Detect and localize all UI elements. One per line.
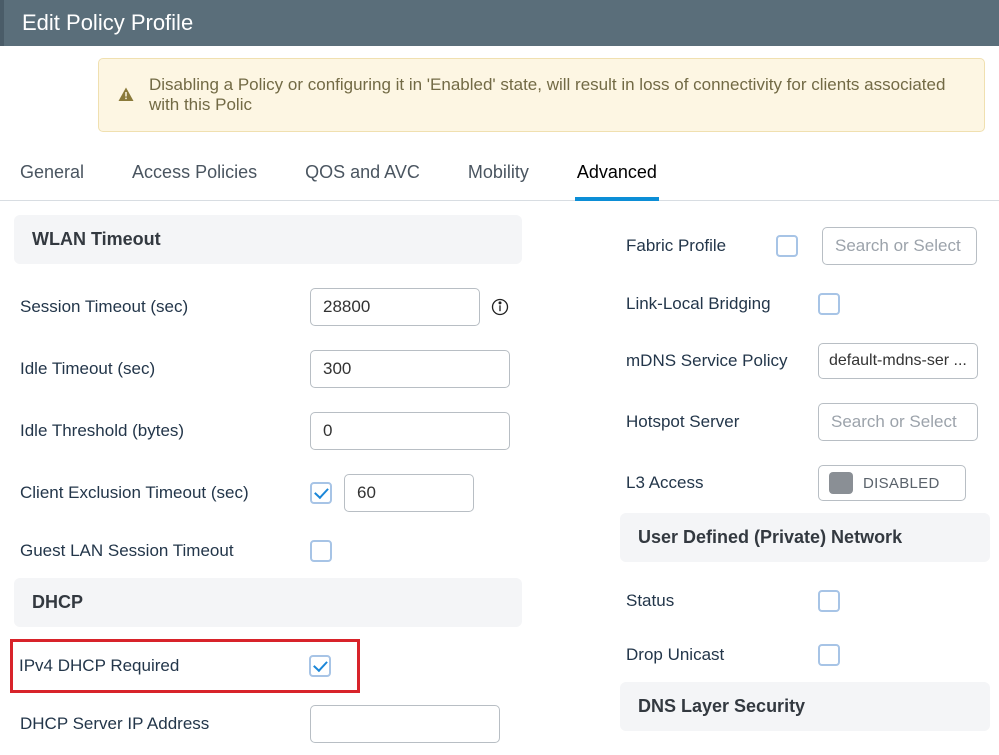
label-idle-threshold: Idle Threshold (bytes) [20, 421, 310, 441]
row-l3-access: L3 Access DISABLED [620, 453, 999, 513]
right-column: Fabric Profile Link-Local Bridging mDNS … [530, 215, 999, 755]
input-session-timeout[interactable] [310, 288, 480, 326]
label-drop-unicast: Drop Unicast [626, 645, 818, 665]
row-idle-timeout: Idle Timeout (sec) [14, 338, 516, 400]
select-fabric-profile[interactable] [822, 227, 977, 265]
row-session-timeout: Session Timeout (sec) [14, 276, 516, 338]
toggle-l3-access[interactable]: DISABLED [818, 465, 966, 501]
titlebar: Edit Policy Profile [0, 0, 999, 46]
select-hotspot[interactable] [818, 403, 978, 441]
warning-banner: Disabling a Policy or configuring it in … [98, 58, 985, 132]
input-idle-timeout[interactable] [310, 350, 510, 388]
checkbox-drop-unicast[interactable] [818, 644, 840, 666]
tab-mobility[interactable]: Mobility [466, 152, 531, 201]
select-mdns[interactable]: default-mdns-ser ... [818, 343, 978, 379]
section-dhcp: DHCP [14, 578, 522, 627]
row-drop-unicast: Drop Unicast [620, 628, 999, 682]
checkbox-ipv4-dhcp[interactable] [309, 655, 331, 677]
row-guest-lan: Guest LAN Session Timeout [14, 524, 516, 578]
toggle-l3-text: DISABLED [863, 475, 940, 492]
row-dhcp-server-ip: DHCP Server IP Address [14, 693, 516, 755]
checkbox-client-exclusion[interactable] [310, 482, 332, 504]
checkbox-fabric-profile[interactable] [776, 235, 798, 257]
highlight-ipv4-dhcp: IPv4 DHCP Required [10, 639, 360, 693]
label-client-exclusion: Client Exclusion Timeout (sec) [20, 483, 310, 503]
row-idle-threshold: Idle Threshold (bytes) [14, 400, 516, 462]
checkbox-udn-status[interactable] [818, 590, 840, 612]
page-title: Edit Policy Profile [22, 10, 193, 35]
warning-text: Disabling a Policy or configuring it in … [149, 75, 966, 115]
input-idle-threshold[interactable] [310, 412, 510, 450]
left-column: WLAN Timeout Session Timeout (sec) Idle … [0, 215, 530, 755]
section-wlan-timeout: WLAN Timeout [14, 215, 522, 264]
label-udn-status: Status [626, 591, 818, 611]
tab-advanced[interactable]: Advanced [575, 152, 659, 201]
checkbox-link-local[interactable] [818, 293, 840, 315]
label-idle-timeout: Idle Timeout (sec) [20, 359, 310, 379]
label-fabric-profile: Fabric Profile [626, 236, 776, 256]
row-hotspot: Hotspot Server [620, 391, 999, 453]
main-columns: WLAN Timeout Session Timeout (sec) Idle … [0, 215, 999, 755]
info-icon[interactable] [490, 297, 510, 317]
row-client-exclusion: Client Exclusion Timeout (sec) [14, 462, 516, 524]
tab-access-policies[interactable]: Access Policies [130, 152, 259, 201]
label-l3-access: L3 Access [626, 473, 818, 493]
label-session-timeout: Session Timeout (sec) [20, 297, 310, 317]
row-fabric-profile: Fabric Profile [620, 215, 999, 277]
label-mdns: mDNS Service Policy [626, 351, 818, 371]
row-mdns: mDNS Service Policy default-mdns-ser ... [620, 331, 999, 391]
content-area: Disabling a Policy or configuring it in … [0, 58, 999, 755]
checkbox-guest-lan[interactable] [310, 540, 332, 562]
label-dhcp-server-ip: DHCP Server IP Address [20, 714, 310, 734]
input-client-exclusion[interactable] [344, 474, 474, 512]
input-dhcp-server-ip[interactable] [310, 705, 500, 743]
toggle-knob-icon [829, 472, 853, 494]
tab-general[interactable]: General [18, 152, 86, 201]
label-guest-lan: Guest LAN Session Timeout [20, 541, 310, 561]
tab-bar: General Access Policies QOS and AVC Mobi… [0, 152, 999, 201]
label-hotspot: Hotspot Server [626, 412, 818, 432]
warning-icon [117, 86, 135, 104]
row-link-local: Link-Local Bridging [620, 277, 999, 331]
label-ipv4-dhcp: IPv4 DHCP Required [19, 656, 309, 676]
tab-qos-avc[interactable]: QOS and AVC [303, 152, 422, 201]
section-udn: User Defined (Private) Network [620, 513, 990, 562]
label-link-local: Link-Local Bridging [626, 294, 818, 314]
row-udn-status: Status [620, 574, 999, 628]
